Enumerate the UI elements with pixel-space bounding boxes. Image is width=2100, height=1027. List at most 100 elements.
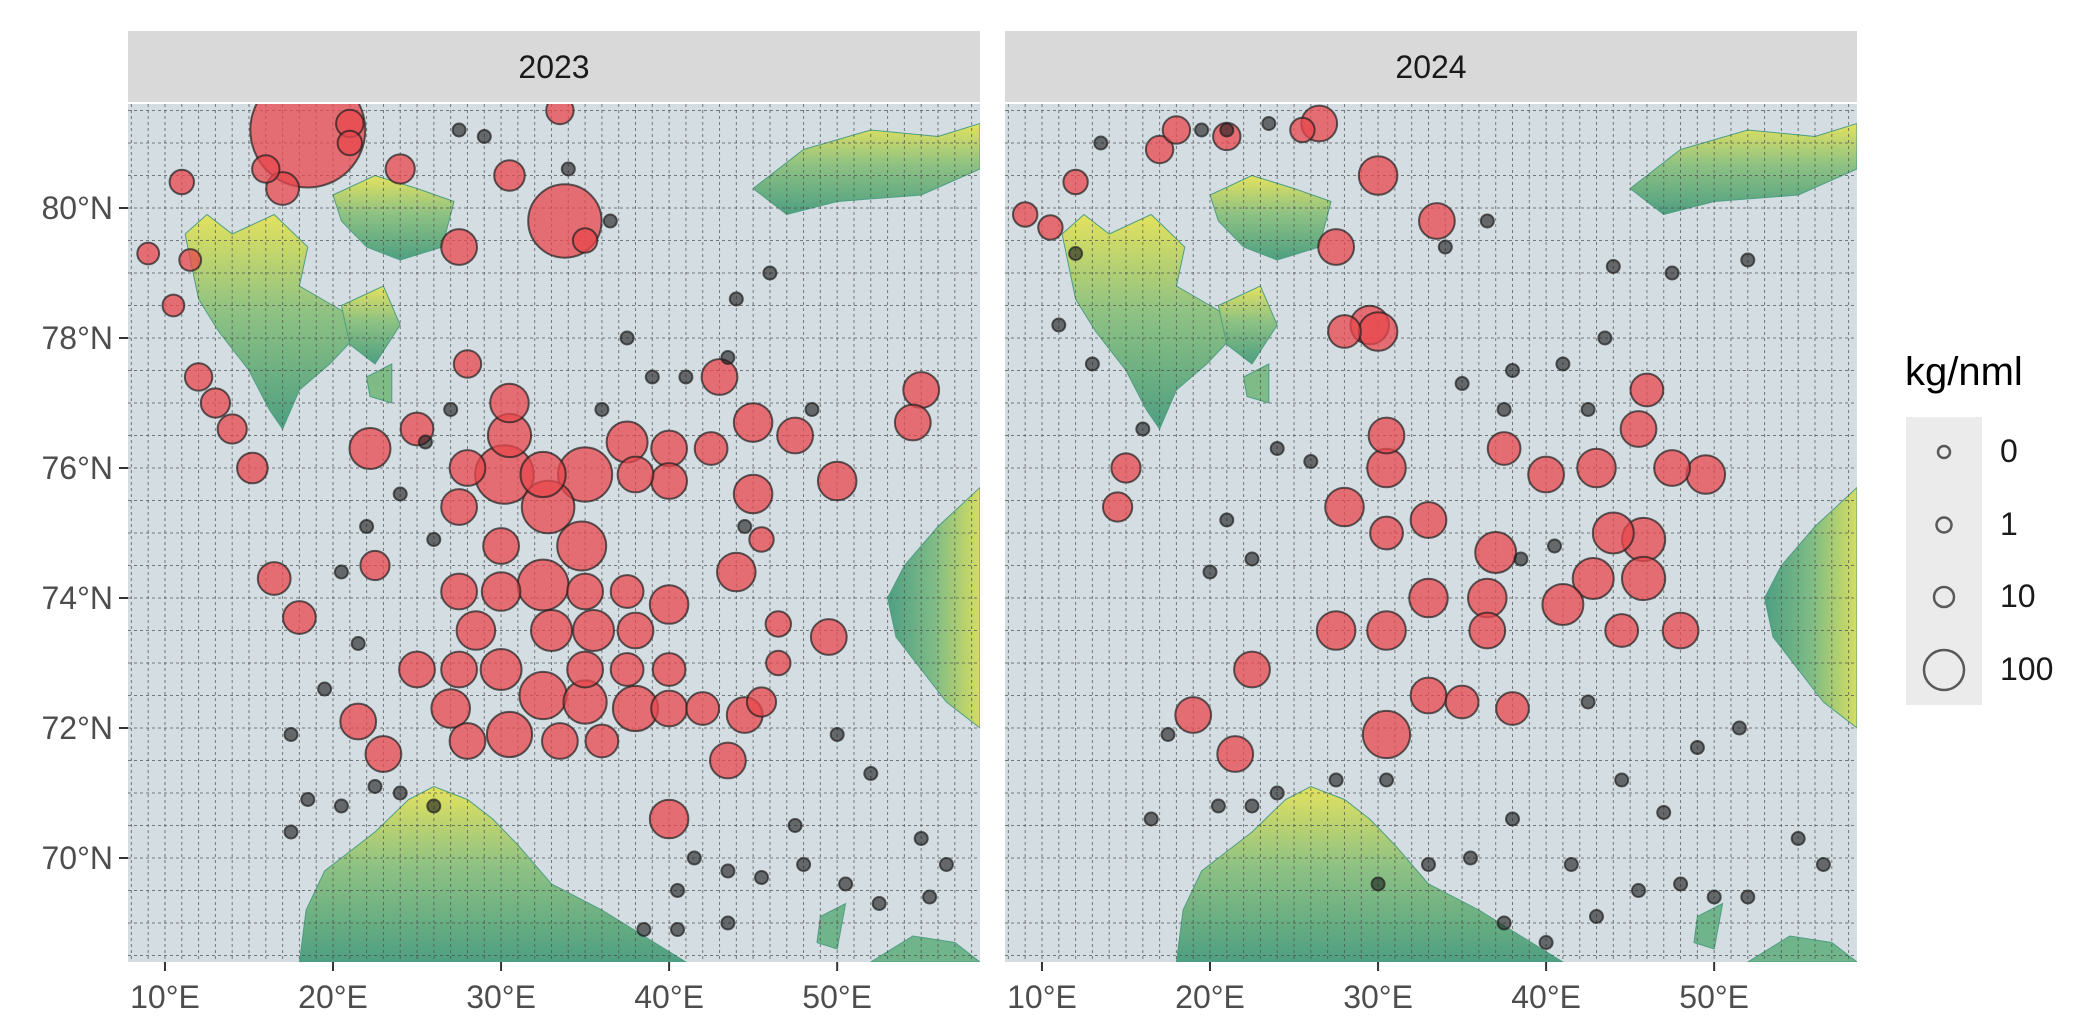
zero-catch-point <box>1244 798 1260 814</box>
catch-point <box>136 241 161 266</box>
zero-catch-point <box>476 129 492 144</box>
zero-catch-point <box>796 857 812 872</box>
zero-catch-point <box>1051 317 1067 333</box>
catch-point <box>1409 501 1448 539</box>
legend-symbol-0 <box>1936 444 1952 460</box>
y-tick-label: 70°N <box>42 840 114 876</box>
catch-point <box>1408 577 1449 619</box>
zero-catch-point <box>644 369 660 385</box>
catch-point <box>440 572 479 611</box>
x-tick-label: 20°E <box>1175 979 1245 1015</box>
zero-catch-point <box>938 857 954 872</box>
x-tick-label: 50°E <box>1679 979 1749 1015</box>
zero-catch-point <box>1538 935 1554 950</box>
zero-catch-point <box>1219 512 1235 528</box>
zero-catch-point <box>602 213 618 229</box>
catch-point <box>651 652 687 687</box>
zero-catch-point <box>1219 122 1235 138</box>
zero-catch-point <box>1084 356 1100 372</box>
catch-point <box>541 722 579 760</box>
catch-point <box>516 558 570 612</box>
legend-symbol-10 <box>1932 585 1956 609</box>
zero-catch-point <box>1706 889 1722 905</box>
panel-strip <box>1005 31 1857 102</box>
catch-point <box>1369 515 1404 551</box>
catch-point <box>1541 583 1585 626</box>
y-tick-label: 80°N <box>42 190 114 226</box>
catch-point <box>348 427 392 470</box>
zero-catch-point <box>737 519 753 534</box>
catch-point <box>236 451 269 485</box>
zero-catch-point <box>1135 421 1151 437</box>
catch-point <box>1366 610 1407 651</box>
zero-catch-point <box>1547 538 1562 554</box>
zero-catch-point <box>1656 805 1672 820</box>
legend-label-100: 100 <box>2000 651 2054 687</box>
x-tick-label: 10°E <box>1007 979 1077 1015</box>
catch-point <box>650 462 688 500</box>
catch-point <box>1327 314 1362 349</box>
catch-point <box>485 710 534 759</box>
catch-point <box>430 688 472 729</box>
zero-catch-point <box>1479 213 1495 229</box>
zero-catch-point <box>720 863 736 879</box>
land-svalbard <box>184 213 368 431</box>
land-kolguev <box>816 902 847 950</box>
catch-point <box>566 650 604 689</box>
zero-catch-point <box>1563 857 1579 872</box>
catch-point <box>1361 709 1412 760</box>
zero-catch-point <box>1614 772 1630 788</box>
x-tick-label: 40°E <box>1511 979 1581 1015</box>
catch-point <box>1604 613 1640 648</box>
catch-point <box>648 798 690 840</box>
catch-point <box>455 610 497 651</box>
catch-point <box>448 449 487 487</box>
zero-catch-point <box>1463 850 1478 866</box>
catch-point <box>1468 611 1507 650</box>
land-svalbard <box>1061 213 1245 431</box>
catch-point <box>282 600 317 635</box>
zero-catch-point <box>804 402 820 417</box>
zero-catch-point <box>560 161 576 177</box>
catch-point <box>161 293 186 318</box>
catch-point <box>339 702 378 741</box>
zero-catch-point <box>678 369 694 385</box>
zero-catch-point <box>1454 376 1470 391</box>
catch-point <box>616 455 655 494</box>
catch-point <box>1037 214 1064 241</box>
zero-catch-point <box>333 798 349 814</box>
catch-point <box>359 549 391 582</box>
x-tick-label: 50°E <box>802 979 872 1015</box>
catch-point <box>571 227 599 254</box>
catch-point <box>693 431 729 466</box>
catch-point <box>1367 416 1406 455</box>
zero-catch-point <box>300 792 316 807</box>
zero-catch-point <box>594 402 610 417</box>
land-kolguev <box>1693 902 1724 950</box>
x-tick-label: 40°E <box>634 979 704 1015</box>
land-franz-josef <box>1629 122 1857 216</box>
zero-catch-point <box>451 122 467 138</box>
zero-catch-point <box>754 870 769 885</box>
catch-point <box>1576 447 1617 489</box>
zero-catch-point <box>1303 454 1319 469</box>
catch-point <box>1161 115 1192 145</box>
catch-point <box>572 609 615 652</box>
catch-point <box>748 526 775 553</box>
catch-point <box>1495 691 1530 726</box>
catch-point <box>1486 431 1522 466</box>
catch-point <box>1011 201 1039 228</box>
catch-point <box>440 488 479 526</box>
zero-catch-point <box>1210 798 1226 814</box>
zero-catch-point <box>829 727 845 742</box>
catch-point <box>566 572 604 611</box>
catch-point <box>1629 372 1665 408</box>
catch-point <box>1216 735 1255 773</box>
catch-point <box>364 735 403 773</box>
zero-catch-point <box>720 350 736 365</box>
x-tick-label: 30°E <box>1343 979 1413 1015</box>
catch-point <box>1102 491 1134 523</box>
catch-point <box>216 413 248 445</box>
catch-point <box>440 650 479 689</box>
zero-catch-point <box>392 486 408 502</box>
